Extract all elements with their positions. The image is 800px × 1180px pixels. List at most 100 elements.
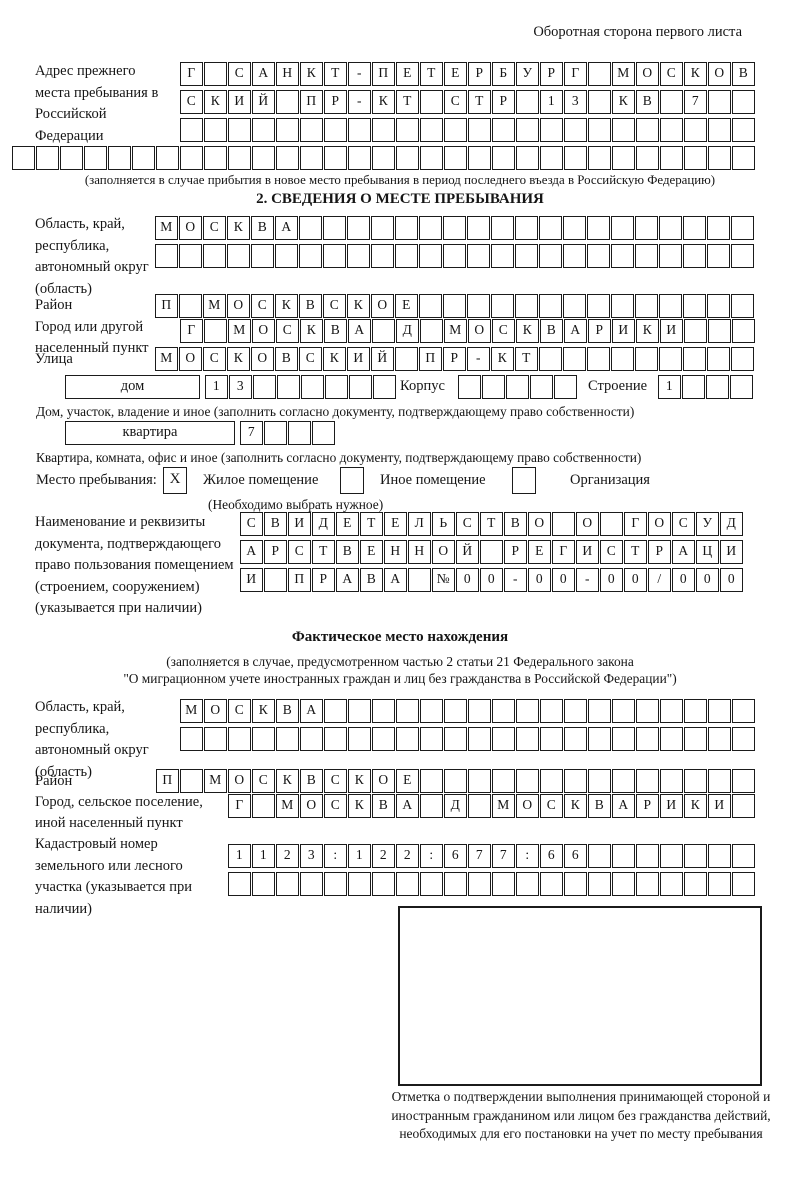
- char-box[interactable]: [564, 727, 587, 751]
- char-box[interactable]: [300, 118, 323, 142]
- char-box[interactable]: Р: [443, 347, 466, 371]
- char-box[interactable]: А: [348, 319, 371, 343]
- char-box[interactable]: [180, 118, 203, 142]
- char-box[interactable]: О: [636, 62, 659, 86]
- char-box[interactable]: И: [288, 512, 311, 536]
- char-box[interactable]: В: [504, 512, 527, 536]
- char-box[interactable]: [515, 294, 538, 318]
- char-box[interactable]: [588, 90, 611, 114]
- char-box[interactable]: Т: [360, 512, 383, 536]
- char-box[interactable]: Л: [408, 512, 431, 536]
- char-box[interactable]: [732, 90, 755, 114]
- char-box[interactable]: [564, 146, 587, 170]
- char-box[interactable]: В: [636, 90, 659, 114]
- char-box[interactable]: [396, 118, 419, 142]
- char-box[interactable]: К: [372, 90, 395, 114]
- char-box[interactable]: [659, 294, 682, 318]
- char-box[interactable]: [636, 769, 659, 793]
- char-box[interactable]: [731, 347, 754, 371]
- char-box[interactable]: О: [227, 294, 250, 318]
- char-box[interactable]: [683, 216, 706, 240]
- char-box[interactable]: [419, 216, 442, 240]
- char-box[interactable]: К: [227, 216, 250, 240]
- char-box[interactable]: В: [264, 512, 287, 536]
- char-box[interactable]: [684, 319, 707, 343]
- char-box[interactable]: [683, 244, 706, 268]
- char-box[interactable]: П: [300, 90, 323, 114]
- char-box[interactable]: 0: [624, 568, 647, 592]
- char-box[interactable]: Р: [468, 62, 491, 86]
- char-box[interactable]: С: [251, 294, 274, 318]
- char-box[interactable]: [276, 727, 299, 751]
- checkbox-other-premises[interactable]: [340, 467, 364, 494]
- char-box[interactable]: [204, 146, 227, 170]
- char-box[interactable]: [492, 727, 515, 751]
- char-box[interactable]: К: [348, 769, 371, 793]
- char-box[interactable]: [468, 872, 491, 896]
- char-box[interactable]: [732, 319, 755, 343]
- char-box[interactable]: :: [516, 844, 539, 868]
- char-box[interactable]: 0: [600, 568, 623, 592]
- char-box[interactable]: Е: [395, 294, 418, 318]
- char-box[interactable]: -: [504, 568, 527, 592]
- char-box[interactable]: [348, 727, 371, 751]
- char-box[interactable]: [539, 216, 562, 240]
- char-box[interactable]: [420, 872, 443, 896]
- checkbox-organization[interactable]: [512, 467, 536, 494]
- char-box[interactable]: О: [371, 294, 394, 318]
- char-box[interactable]: [180, 727, 203, 751]
- char-box[interactable]: И: [720, 540, 743, 564]
- char-box[interactable]: [540, 727, 563, 751]
- char-box[interactable]: Й: [252, 90, 275, 114]
- char-box[interactable]: [708, 319, 731, 343]
- char-box[interactable]: [659, 347, 682, 371]
- char-box[interactable]: [468, 794, 491, 818]
- char-box[interactable]: [540, 118, 563, 142]
- char-box[interactable]: [708, 727, 731, 751]
- char-box[interactable]: Г: [552, 540, 575, 564]
- char-box[interactable]: [156, 146, 179, 170]
- char-box[interactable]: [228, 727, 251, 751]
- char-box[interactable]: Е: [336, 512, 359, 536]
- char-box[interactable]: [732, 118, 755, 142]
- char-box[interactable]: В: [732, 62, 755, 86]
- char-box[interactable]: [396, 872, 419, 896]
- char-box[interactable]: Д: [444, 794, 467, 818]
- char-box[interactable]: [732, 769, 755, 793]
- char-box[interactable]: [612, 727, 635, 751]
- char-box[interactable]: [730, 375, 753, 399]
- char-box[interactable]: [276, 118, 299, 142]
- char-box[interactable]: [612, 872, 635, 896]
- char-box[interactable]: О: [228, 769, 251, 793]
- char-box[interactable]: [660, 146, 683, 170]
- char-box[interactable]: 2: [276, 844, 299, 868]
- char-box[interactable]: М: [203, 294, 226, 318]
- char-box[interactable]: Е: [384, 512, 407, 536]
- char-box[interactable]: Д: [312, 512, 335, 536]
- char-box[interactable]: 6: [564, 844, 587, 868]
- char-box[interactable]: [420, 118, 443, 142]
- char-box[interactable]: С: [444, 90, 467, 114]
- char-box[interactable]: 2: [372, 844, 395, 868]
- char-box[interactable]: [492, 118, 515, 142]
- char-box[interactable]: [372, 118, 395, 142]
- char-box[interactable]: М: [155, 347, 178, 371]
- char-box[interactable]: [611, 347, 634, 371]
- char-box[interactable]: [420, 146, 443, 170]
- char-box[interactable]: В: [540, 319, 563, 343]
- char-box[interactable]: [323, 244, 346, 268]
- char-box[interactable]: 1: [205, 375, 228, 399]
- char-box[interactable]: 2: [396, 844, 419, 868]
- char-box[interactable]: [587, 244, 610, 268]
- char-box[interactable]: С: [324, 769, 347, 793]
- char-box[interactable]: С: [299, 347, 322, 371]
- char-box[interactable]: [372, 872, 395, 896]
- char-box[interactable]: 0: [480, 568, 503, 592]
- char-box[interactable]: [732, 727, 755, 751]
- char-box[interactable]: [108, 146, 131, 170]
- char-box[interactable]: [516, 90, 539, 114]
- char-box[interactable]: [636, 118, 659, 142]
- char-box[interactable]: С: [180, 90, 203, 114]
- char-box[interactable]: [588, 844, 611, 868]
- char-box[interactable]: [564, 118, 587, 142]
